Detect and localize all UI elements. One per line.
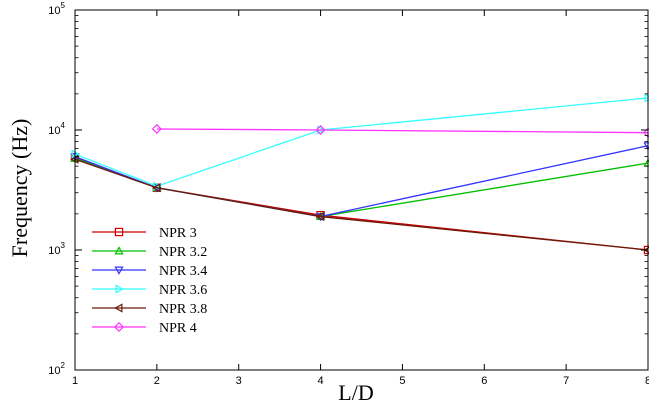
y-tick-label: 102 — [48, 361, 65, 377]
legend-marker-2 — [114, 266, 124, 275]
legend-label: NPR 3.4 — [159, 264, 207, 279]
legend-label: NPR 3.8 — [159, 302, 207, 317]
legend-marker-4 — [114, 303, 123, 313]
legend-marker-5 — [113, 321, 125, 333]
y-tick-label: 105 — [48, 1, 65, 17]
y-tick-exponent: 4 — [61, 121, 66, 130]
x-tick-label: 8 — [645, 375, 649, 387]
x-tick-label: 4 — [318, 375, 324, 387]
series-line-2 — [74, 145, 649, 218]
x-tick-label: 2 — [154, 375, 160, 387]
y-tick-exponent: 5 — [61, 1, 66, 10]
x-axis-title: L/D — [338, 380, 373, 405]
y-tick-exponent: 2 — [61, 361, 66, 370]
y-tick-base: 10 — [48, 365, 60, 377]
data-point-4-1 — [152, 183, 161, 193]
series-line-5 — [156, 128, 649, 134]
data-point-5-1 — [315, 124, 326, 136]
plot-frame — [74, 9, 649, 371]
y-tick-base: 10 — [48, 245, 60, 257]
x-tick-label: 7 — [563, 375, 569, 387]
legend-label: NPR 4 — [159, 321, 197, 336]
x-tick-label: 6 — [481, 375, 487, 387]
series-line-4 — [74, 158, 649, 251]
y-tick-label: 104 — [48, 121, 65, 137]
legend-label: NPR 3 — [159, 226, 197, 241]
y-tick-exponent: 3 — [61, 241, 66, 250]
legend-label: NPR 3.6 — [159, 283, 207, 298]
legend: NPR 3 NPR 3.2 NPR 3.4 NPR 3.6 NPR 3.8 NPR 4 — [92, 226, 207, 336]
x-tick-label: 3 — [236, 375, 242, 387]
series-line-3 — [74, 97, 649, 187]
data-point-5-0 — [151, 123, 162, 135]
legend-marker-1 — [114, 246, 124, 255]
data-point-4-2 — [315, 211, 325, 222]
y-tick-label: 103 — [48, 241, 65, 257]
y-tick-base: 10 — [48, 125, 60, 137]
legend-marker-0 — [114, 227, 124, 237]
legend-label: NPR 3.2 — [159, 245, 207, 260]
legend-marker-3 — [115, 284, 124, 294]
x-tick-label: 5 — [399, 375, 405, 387]
y-tick-base: 10 — [48, 5, 60, 17]
y-axis-title: Frequency (Hz) — [7, 119, 32, 258]
x-tick-label: 1 — [72, 375, 78, 387]
